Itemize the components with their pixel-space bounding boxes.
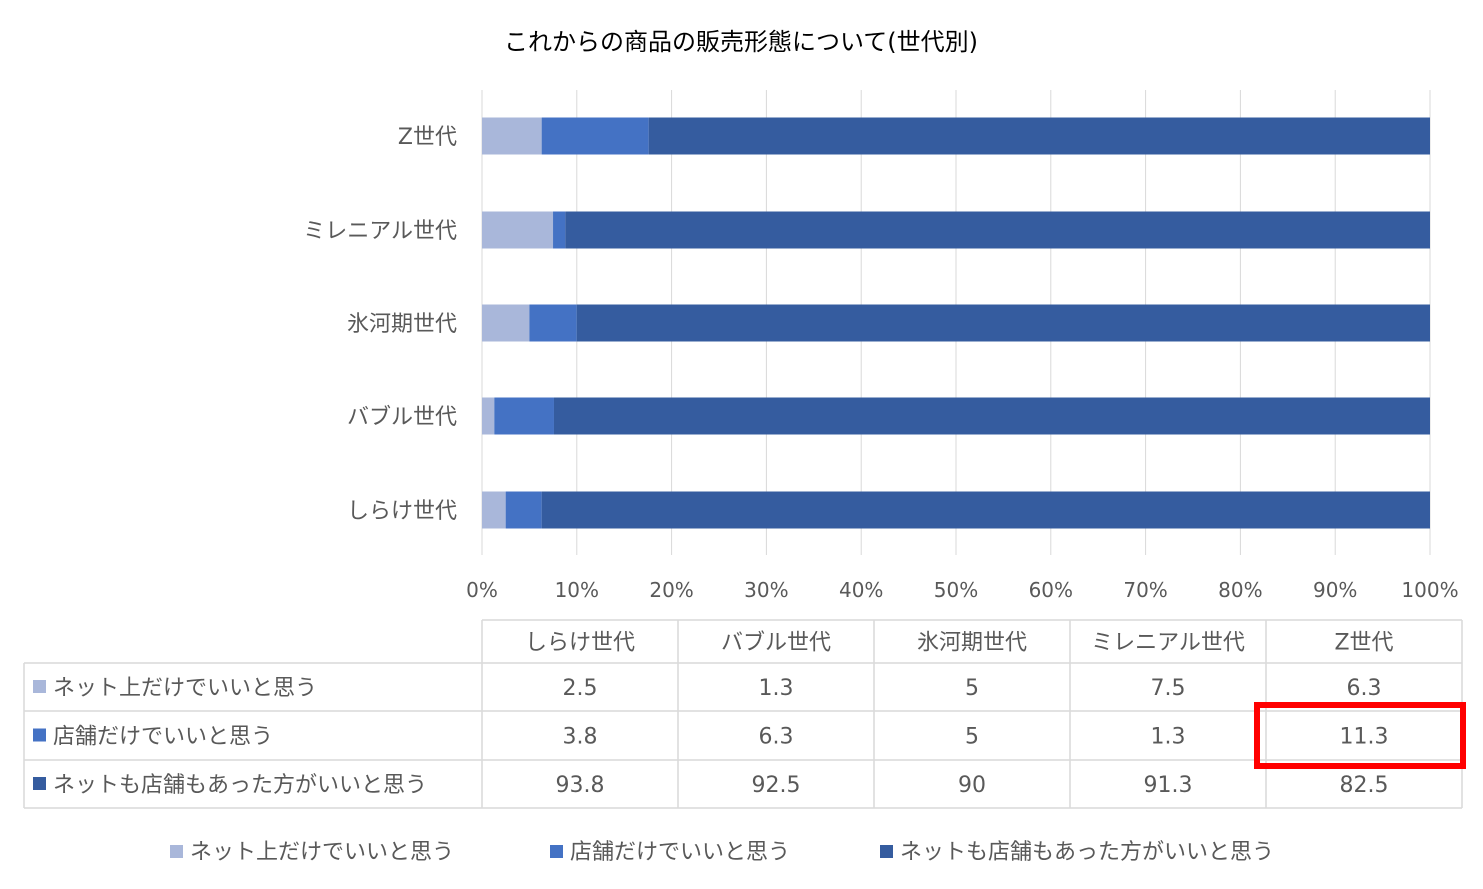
legend-label: ネットも店舗もあった方がいいと思う (900, 840, 1274, 865)
table-value-cell: 1.3 (1151, 725, 1186, 750)
table-value-cell: 91.3 (1144, 773, 1193, 798)
table-header-cell: 氷河期世代 (917, 631, 1027, 656)
table-value-cell: 5 (965, 725, 979, 750)
x-tick-label: 50% (934, 578, 978, 602)
legend-label: 店舗だけでいいと思う (570, 840, 790, 865)
bars (482, 117, 1430, 529)
bar-segment (482, 397, 495, 435)
table-value-cell: 3.8 (563, 725, 598, 750)
table-value-cell: 6.3 (759, 725, 794, 750)
x-tick-label: 60% (1029, 578, 1073, 602)
legend-key (170, 845, 183, 858)
table-row-label: ネットも店舗もあった方がいいと思う (53, 773, 427, 798)
category-label: 氷河期世代 (347, 312, 457, 337)
bar-segment (553, 211, 566, 249)
table-value-cell: 11.3 (1340, 725, 1389, 750)
bar-segment (482, 211, 554, 249)
category-axis: しらけ世代 バブル世代 氷河期世代 ミレニアル世代 Z世代 (303, 125, 457, 524)
table-value-cell: 90 (958, 773, 986, 798)
table-header-cell: Z世代 (1334, 631, 1393, 656)
legend-key (550, 845, 563, 858)
category-label: ミレニアル世代 (303, 219, 457, 244)
bar-segment (541, 491, 1430, 529)
bar-segment (494, 397, 554, 435)
bar-segment (565, 211, 1430, 249)
legend-label: ネット上だけでいいと思う (190, 840, 454, 865)
bar-segment (648, 117, 1430, 155)
chart-title: これからの商品の販売形態について(世代別) (504, 28, 978, 56)
value-axis: 0% 10% 20% 30% 40% 50% 60% 70% 80% 90% 100% (466, 578, 1458, 602)
x-tick-label: 70% (1123, 578, 1167, 602)
x-tick-label: 90% (1313, 578, 1357, 602)
bar-segment (553, 397, 1430, 435)
x-tick-label: 10% (555, 578, 599, 602)
table-legend-key (33, 680, 46, 693)
x-tick-label: 30% (744, 578, 788, 602)
table-legend-key (33, 777, 46, 790)
x-tick-label: 0% (466, 578, 498, 602)
table-value-cell: 92.5 (752, 773, 801, 798)
x-tick-label: 80% (1218, 578, 1262, 602)
legend-key (880, 845, 893, 858)
table-row-label: ネット上だけでいいと思う (53, 676, 317, 701)
table-value-cell: 6.3 (1347, 676, 1382, 701)
legend: ネット上だけでいいと思う 店舗だけでいいと思う ネットも店舗もあった方がいいと思う (170, 840, 1274, 865)
category-label: しらけ世代 (347, 499, 457, 524)
highlight-annotation (1254, 702, 1466, 769)
bar-segment (482, 491, 506, 529)
highlight-box (1254, 702, 1466, 769)
x-tick-label: 40% (839, 578, 883, 602)
table-header-cell: しらけ世代 (525, 631, 635, 656)
table-header-cell: バブル世代 (721, 631, 831, 656)
bar-segment (576, 304, 1430, 342)
category-label: バブル世代 (347, 405, 457, 430)
table-value-cell: 7.5 (1151, 676, 1186, 701)
table-value-cell: 5 (965, 676, 979, 701)
table-header-cell: ミレニアル世代 (1091, 631, 1245, 656)
bar-segment (529, 304, 577, 342)
table-value-cell: 82.5 (1340, 773, 1389, 798)
bar-segment (541, 117, 649, 155)
x-tick-label: 20% (649, 578, 693, 602)
bar-segment (482, 117, 542, 155)
category-label: Z世代 (398, 125, 457, 150)
bar-segment (482, 304, 530, 342)
x-tick-label: 100% (1401, 578, 1458, 602)
bar-segment (505, 491, 542, 529)
table-value-cell: 1.3 (759, 676, 794, 701)
table-value-cell: 2.5 (563, 676, 598, 701)
table-row-label: 店舗だけでいいと思う (53, 725, 273, 750)
table-legend-key (33, 728, 46, 742)
table-value-cell: 93.8 (556, 773, 605, 798)
